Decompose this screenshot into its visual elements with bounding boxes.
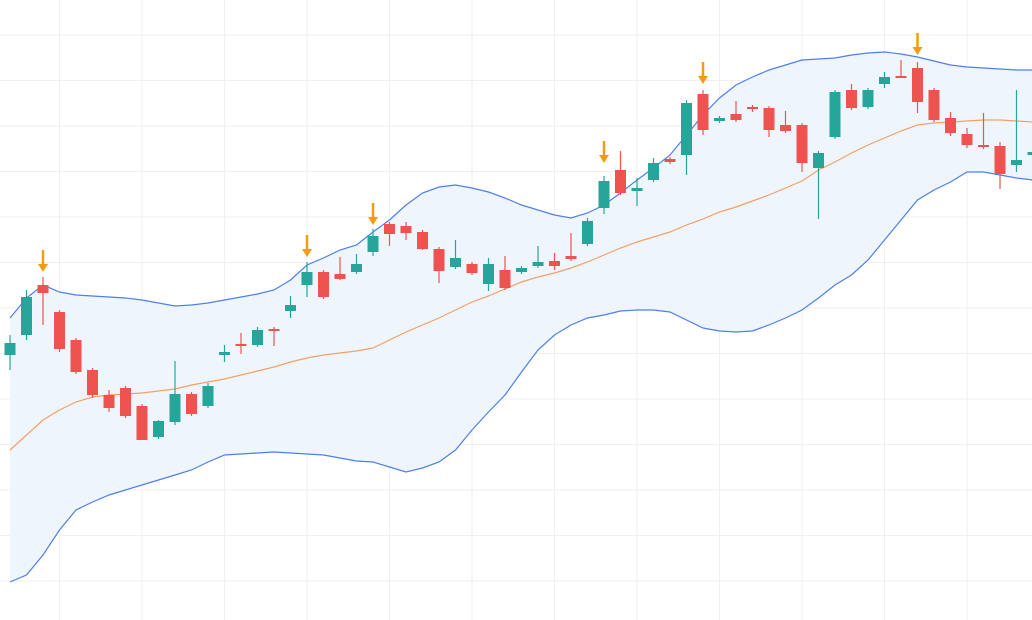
candle-body xyxy=(664,159,676,162)
candle-body xyxy=(450,258,461,267)
candle-body xyxy=(136,406,148,440)
candle-body xyxy=(516,268,527,272)
candle-body xyxy=(37,285,49,293)
middle-band-line xyxy=(9,119,1032,451)
signal-arrow xyxy=(302,235,312,257)
arrow-head xyxy=(302,249,312,257)
candle-body xyxy=(285,305,296,311)
arrow-head xyxy=(599,155,609,163)
signal-arrow xyxy=(599,141,609,163)
candle-body xyxy=(565,256,577,259)
candle-body xyxy=(1011,160,1022,165)
candle-body xyxy=(268,329,280,331)
candle-body xyxy=(4,343,16,355)
candle-body xyxy=(532,262,544,266)
signal-arrow xyxy=(368,203,378,225)
candle-body xyxy=(499,270,511,288)
candle-body xyxy=(763,108,775,130)
candle-body xyxy=(466,264,478,273)
candle-body xyxy=(351,264,362,272)
candle-body xyxy=(384,224,395,234)
candle-body xyxy=(829,92,841,137)
signal-arrow xyxy=(698,62,708,84)
candle-body xyxy=(169,394,181,422)
candle-body xyxy=(21,297,32,335)
candle-body xyxy=(400,226,412,233)
candle-body xyxy=(219,352,230,355)
candle-body xyxy=(879,77,890,84)
candle-body xyxy=(301,272,313,285)
candle-body xyxy=(862,90,874,107)
candle-body xyxy=(615,170,626,193)
candle-body xyxy=(334,274,346,279)
candle-body xyxy=(697,94,709,130)
band-area xyxy=(10,52,1032,582)
candle-body xyxy=(846,90,857,108)
candle-body xyxy=(730,114,742,120)
candle-body xyxy=(202,386,214,406)
candle-body xyxy=(747,107,758,109)
candle-body xyxy=(103,395,115,408)
candle-body xyxy=(961,134,973,145)
candle-body xyxy=(598,181,610,208)
candle-body xyxy=(417,232,428,249)
candle-body xyxy=(1027,152,1032,155)
candle-body xyxy=(549,261,560,266)
band-line xyxy=(9,171,1032,583)
candle-body xyxy=(367,236,379,252)
candle-body xyxy=(54,312,65,349)
candle-body xyxy=(895,76,907,78)
band-line xyxy=(9,51,1032,319)
candle-body xyxy=(813,153,824,168)
candle-body xyxy=(912,68,923,102)
signal-arrow xyxy=(38,250,48,272)
candle-body xyxy=(252,330,263,345)
candle-body xyxy=(994,146,1006,174)
candle-body xyxy=(648,163,659,180)
arrow-head xyxy=(912,47,923,55)
candle-body xyxy=(318,272,329,297)
candle-body xyxy=(978,145,989,147)
candle-body xyxy=(483,264,494,284)
candle-body xyxy=(120,388,131,416)
signal-arrow xyxy=(912,33,923,55)
candle-body xyxy=(714,118,725,121)
candle-body xyxy=(582,221,593,244)
candle-body xyxy=(681,103,692,155)
candle-body xyxy=(186,394,197,414)
arrow-head xyxy=(38,264,48,272)
candle-body xyxy=(70,340,82,372)
candle-body xyxy=(928,90,940,120)
candle-body xyxy=(235,344,247,346)
candle-body xyxy=(796,125,808,163)
candle-body xyxy=(87,370,98,395)
candle-body xyxy=(780,125,791,131)
candle-body xyxy=(433,249,445,271)
arrow-head xyxy=(368,217,378,225)
arrow-head xyxy=(698,76,708,84)
candle-body xyxy=(945,118,956,133)
candle-body xyxy=(153,421,164,437)
candle-body xyxy=(631,188,643,191)
